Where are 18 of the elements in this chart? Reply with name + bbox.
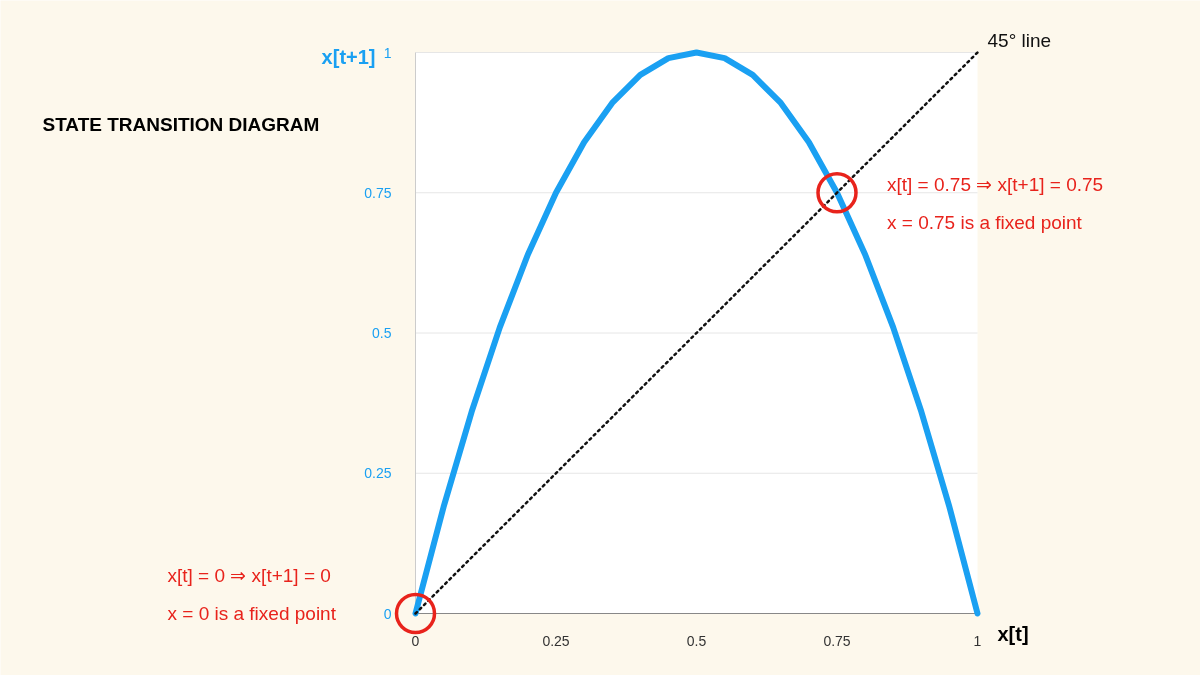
annotation: x = 0.75 is a fixed point [887,212,1083,234]
x-axis-title: x[t] [997,622,1029,645]
x-tick-label: 0.25 [542,632,570,649]
x-tick-label: 0.75 [823,632,851,649]
x-tick-label: 1 [973,632,982,649]
text: x = 0 is a fixed point [167,603,337,624]
y-axis-title: x[t+1] [321,45,376,68]
x-tick-label: 0 [411,632,420,649]
y-tick-label: 1 [383,44,392,61]
text: STATE TRANSITION DIAGRAM [42,114,320,135]
annotation: x[t] = 0.75 ⇒ x[t+1] = 0.75 [887,174,1104,196]
y-tick-label: 0.75 [364,184,392,201]
text: x[t] = 0 ⇒ x[t+1] = 0 [167,565,331,586]
y-tick-label: 0.25 [364,465,392,482]
y-tick-label: 0 [383,605,392,622]
y-tick-label: 0.5 [372,325,392,341]
series-label: 45° line [987,30,1052,51]
x-tick-label: 0.5 [686,632,707,649]
